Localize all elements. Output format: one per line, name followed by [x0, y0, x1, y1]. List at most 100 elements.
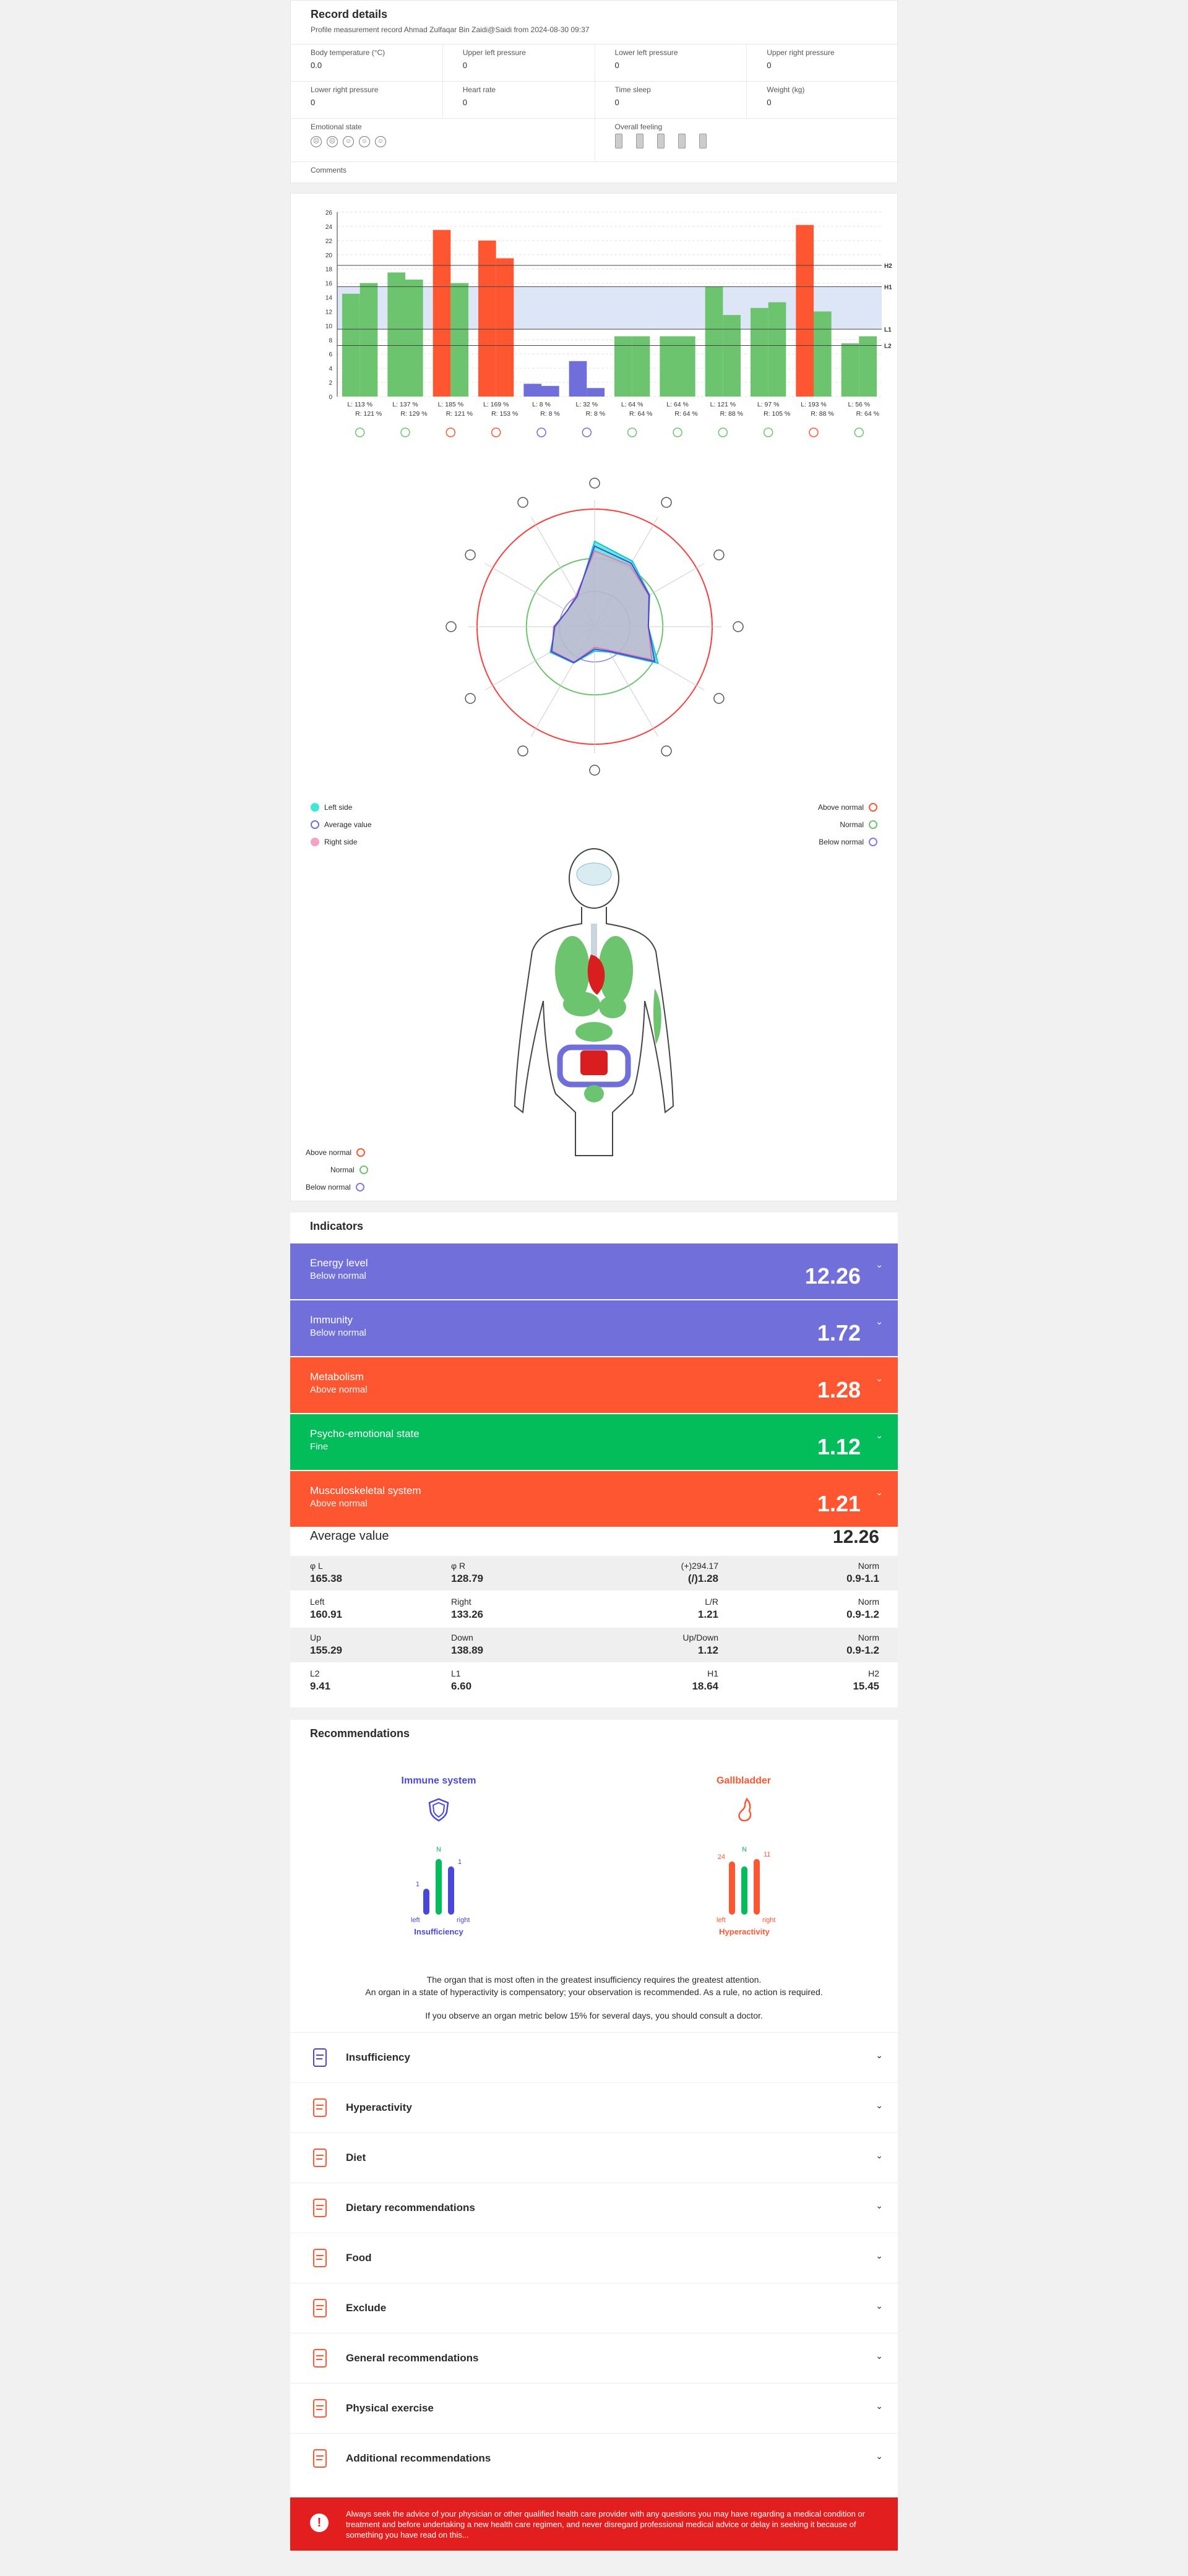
- chevron-down-icon[interactable]: ⌄: [876, 1487, 883, 1497]
- accordion-insufficiency[interactable]: Insufficiency ⌄: [290, 2032, 898, 2082]
- battery-icon[interactable]: [614, 134, 622, 148]
- indicators-title: Indicators: [310, 1220, 364, 1232]
- organ-icon: [536, 427, 546, 437]
- accordion-additional-recommendations[interactable]: Additional recommendations ⌄: [290, 2433, 898, 2483]
- bar-left[interactable]: [433, 230, 451, 397]
- accordion-hyperactivity[interactable]: Hyperactivity ⌄: [290, 2082, 898, 2132]
- bar-right[interactable]: [632, 336, 650, 397]
- metric-cell: Down 138.89: [451, 1633, 483, 1657]
- chevron-down-icon[interactable]: ⌄: [876, 2200, 883, 2210]
- accordion-exclude[interactable]: Exclude ⌄: [290, 2283, 898, 2333]
- field-time-sleep: Time sleep 0: [595, 82, 747, 119]
- accordion-diet[interactable]: Diet ⌄: [290, 2132, 898, 2183]
- metrics-row: φ L 165.38 φ R 128.79 (+)294.17 (/)1.28 Norm 0.…: [290, 1556, 898, 1591]
- metric-cell: (+)294.17 (/)1.28: [681, 1561, 718, 1585]
- bar-right[interactable]: [587, 388, 605, 397]
- bar-left[interactable]: [569, 361, 587, 397]
- bar-right[interactable]: [496, 258, 514, 397]
- bar-right[interactable]: [450, 283, 468, 397]
- organ-bar: [448, 1866, 454, 1915]
- metric-cell: φ R 128.79: [451, 1561, 483, 1585]
- indicator-row[interactable]: Musculoskeletal system Above normal 1.21…: [290, 1471, 898, 1527]
- bar-right[interactable]: [405, 279, 423, 397]
- accordion-title: Hyperactivity: [346, 2102, 412, 2113]
- organ2-state: Hyperactivity: [719, 1927, 770, 1936]
- chevron-down-icon[interactable]: ⌄: [876, 1316, 883, 1326]
- metric-value: (/)1.28: [687, 1573, 718, 1584]
- bar-right[interactable]: [541, 385, 559, 397]
- y-tick-label: 6: [329, 351, 332, 358]
- bar-left[interactable]: [387, 272, 405, 397]
- bar-right[interactable]: [814, 311, 832, 397]
- comments[interactable]: Comments: [291, 162, 898, 184]
- battery-icon[interactable]: [699, 134, 707, 148]
- accordion-food[interactable]: Food ⌄: [290, 2233, 898, 2283]
- bar-left[interactable]: [705, 286, 723, 397]
- organ-icon: [589, 765, 600, 776]
- legend-label: Normal: [330, 1166, 355, 1174]
- organ-icon: [673, 427, 682, 437]
- body-legend-below: Below normal: [306, 1183, 364, 1191]
- bar-right[interactable]: [359, 283, 378, 397]
- legend-above-normal: Above normal: [818, 803, 877, 812]
- face-happy-icon[interactable]: ☺: [359, 136, 370, 147]
- organ-bar: [436, 1859, 442, 1915]
- chevron-down-icon[interactable]: ⌄: [876, 2150, 883, 2160]
- y-tick-label: 24: [325, 224, 333, 231]
- bar-right[interactable]: [768, 302, 786, 397]
- face-very-happy-icon[interactable]: ☺: [375, 136, 386, 147]
- bar-right[interactable]: [723, 315, 741, 397]
- bar-right[interactable]: [859, 336, 877, 397]
- accordion-dietary-recommendations[interactable]: Dietary recommendations ⌄: [290, 2183, 898, 2233]
- bar-left[interactable]: [523, 384, 541, 397]
- face-very-sad-icon[interactable]: ☹: [311, 136, 322, 147]
- accordion-title: Food: [346, 2252, 372, 2264]
- bar-label-left: L: 121 %: [710, 401, 736, 408]
- chevron-down-icon[interactable]: ⌄: [876, 2100, 883, 2110]
- metric-cell: H1 18.64: [692, 1668, 718, 1693]
- bar-right[interactable]: [678, 336, 695, 397]
- bar-left[interactable]: [614, 336, 632, 397]
- overall-feeling: Overall feeling: [595, 119, 899, 162]
- field-body-temp: Body temperature (°C) 0.0: [291, 45, 443, 82]
- chevron-down-icon[interactable]: ⌄: [876, 2351, 883, 2361]
- accordion-general-recommendations[interactable]: General recommendations ⌄: [290, 2333, 898, 2383]
- indicator-row[interactable]: Energy level Below normal 12.26 ⌄: [290, 1243, 898, 1299]
- face-neutral-icon[interactable]: ☺: [343, 136, 354, 147]
- chevron-down-icon[interactable]: ⌄: [876, 1260, 883, 1269]
- normal-band: [337, 286, 882, 330]
- bar-left[interactable]: [660, 336, 678, 397]
- bar-left[interactable]: [796, 225, 814, 397]
- battery-icon[interactable]: [678, 134, 686, 148]
- metrics-row: L2 9.41 L1 6.60 H1 18.64 H2 15.45: [290, 1664, 898, 1698]
- metric-label: Left: [310, 1597, 325, 1607]
- chevron-down-icon[interactable]: ⌄: [876, 1430, 883, 1440]
- bar-left[interactable]: [841, 343, 859, 397]
- battery-icon[interactable]: [635, 134, 644, 148]
- indicator-row[interactable]: Immunity Below normal 1.72 ⌄: [290, 1300, 898, 1356]
- chevron-down-icon[interactable]: ⌄: [876, 2451, 883, 2461]
- bar-left[interactable]: [342, 293, 360, 397]
- indicator-row[interactable]: Metabolism Above normal 1.28 ⌄: [290, 1357, 898, 1413]
- metric-label: φ L: [310, 1561, 323, 1571]
- field-weight: Weight (kg) 0: [747, 82, 898, 119]
- bar-left[interactable]: [751, 307, 768, 397]
- chevron-down-icon[interactable]: ⌄: [876, 2401, 883, 2411]
- metric-cell: Up 155.29: [310, 1633, 342, 1657]
- right-label: right: [762, 1917, 775, 1924]
- indicator-row[interactable]: Psycho-emotional state Fine 1.12 ⌄: [290, 1414, 898, 1470]
- chevron-down-icon[interactable]: ⌄: [876, 2301, 883, 2311]
- legend-label: Left side: [324, 803, 353, 812]
- alert-icon: !: [310, 2514, 329, 2532]
- organ-icon: [763, 427, 773, 437]
- bar-left[interactable]: [478, 240, 496, 397]
- face-sad-icon[interactable]: ☹: [327, 136, 338, 147]
- field-value: 0: [462, 61, 467, 70]
- battery-icon[interactable]: [656, 134, 665, 148]
- indicator-status: Above normal: [310, 1498, 368, 1509]
- accordion-physical-exercise[interactable]: Physical exercise ⌄: [290, 2383, 898, 2433]
- legend-label: Below normal: [306, 1183, 351, 1191]
- chevron-down-icon[interactable]: ⌄: [876, 2050, 883, 2060]
- chevron-down-icon[interactable]: ⌄: [876, 1373, 883, 1383]
- chevron-down-icon[interactable]: ⌄: [876, 2251, 883, 2260]
